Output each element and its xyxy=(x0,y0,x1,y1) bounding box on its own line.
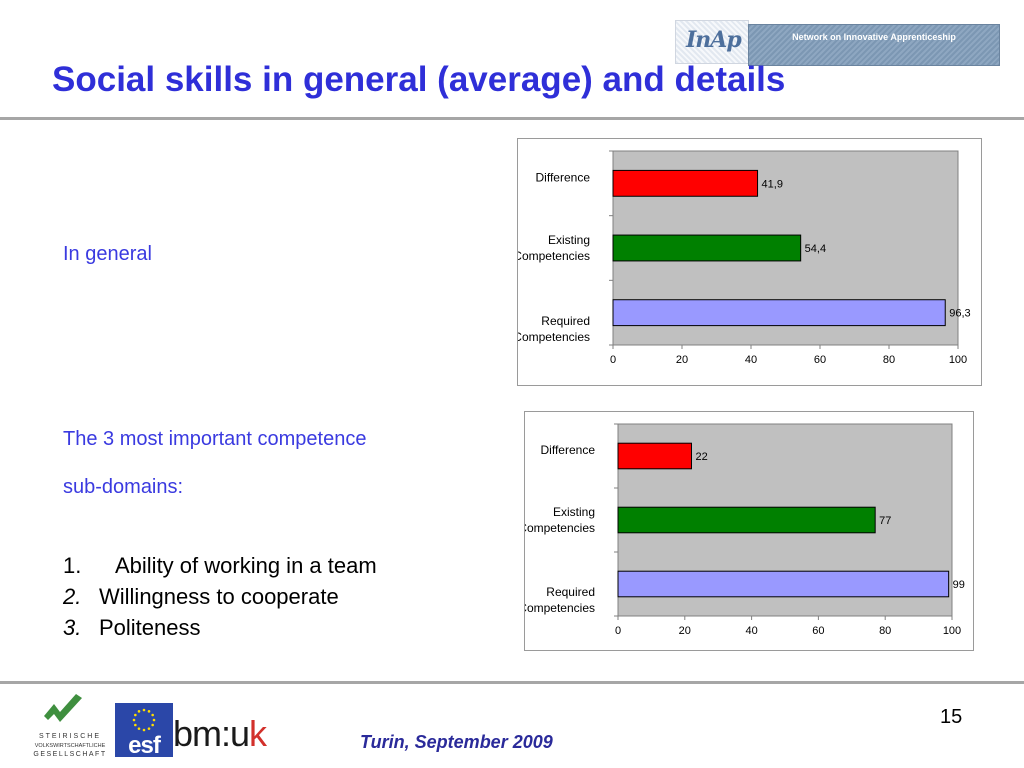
competence-intro-line1: The 3 most important competence xyxy=(63,428,367,450)
competence-list: 1. Ability of working in a team 2. Willi… xyxy=(63,550,377,643)
bar-difference xyxy=(612,169,759,197)
bar-required-competencies xyxy=(612,299,946,327)
bar-value-label: 96,3 xyxy=(949,308,970,320)
list-item: 2. Willingness to cooperate xyxy=(63,581,377,612)
general-competencies-chart: 41,9 Difference 54,4 Existing Competencies 96… xyxy=(517,138,982,386)
bar-difference xyxy=(617,442,692,470)
x-tick-label: 80 xyxy=(879,625,891,637)
x-tick-label: 20 xyxy=(679,625,691,637)
category-label-line: Competencies xyxy=(518,249,590,263)
bar-value-label: 77 xyxy=(879,515,891,527)
in-general-label: In general xyxy=(63,243,152,265)
slide-title: Social skills in general (average) and d… xyxy=(52,60,786,99)
category-label: Difference xyxy=(536,170,591,184)
list-item-text: Politeness xyxy=(99,615,201,640)
checkmark-logo-shape xyxy=(44,694,82,722)
inap-logo: InAp xyxy=(675,20,749,64)
bmuk-logo-text-k: k xyxy=(249,713,267,754)
category-label: Existing Competencies xyxy=(518,233,590,263)
x-tick-label: 40 xyxy=(745,625,757,637)
bmuk-logo-text-main: bm:u xyxy=(173,713,250,754)
inap-network-banner: Network on Innovative Apprenticeship xyxy=(748,24,1000,66)
inap-banner-text: Network on Innovative Apprenticeship xyxy=(792,32,956,42)
x-tick-label: 20 xyxy=(676,354,688,366)
category-label-line: Competencies xyxy=(518,330,590,344)
list-item-number: 1. xyxy=(63,553,82,578)
bar-required-competencies xyxy=(617,570,950,598)
competence-intro-line2: sub-domains: xyxy=(63,476,184,498)
x-tick-label: 0 xyxy=(615,625,621,637)
category-label-line: Existing xyxy=(553,505,595,519)
page-number: 15 xyxy=(940,706,963,728)
list-item-number: 2. xyxy=(63,584,82,609)
subdomain-competencies-chart: 22 Difference 77 Existing Competencies 99 Requ… xyxy=(524,411,974,651)
logo-line-3: GESELLSCHAFT xyxy=(33,751,106,758)
x-tick-label: 0 xyxy=(610,354,616,366)
category-label-line: Required xyxy=(541,314,590,328)
x-tick-label: 40 xyxy=(745,354,757,366)
x-tick-label: 80 xyxy=(883,354,895,366)
bmuk-logo: bm:uk xyxy=(173,713,267,755)
bar-value-label: 99 xyxy=(953,579,965,591)
list-item-number: 3. xyxy=(63,615,82,640)
footer-divider xyxy=(0,681,1024,684)
bar-value-label: 22 xyxy=(695,451,707,463)
category-label-line: Existing xyxy=(548,233,590,247)
general-competencies-chart-svg: 41,9 Difference 54,4 Existing Competencies 96… xyxy=(518,150,971,366)
category-label: Required Competencies xyxy=(525,585,595,615)
list-item: 1. Ability of working in a team xyxy=(63,550,377,581)
bar-existing-competencies xyxy=(617,506,876,534)
esf-logo: esf xyxy=(115,735,173,757)
x-tick-label: 60 xyxy=(812,625,824,637)
logo-line-2: VOLKSWIRTSCHAFTLICHE xyxy=(35,743,106,749)
category-label-line: Required xyxy=(546,585,595,599)
footer-date: Turin, September 2009 xyxy=(360,732,553,752)
category-label: Required Competencies xyxy=(518,314,590,344)
steirische-volkswirtschaftliche-gesellschaft-logo: STEIRISCHE VOLKSWIRTSCHAFTLICHE GESELLSC… xyxy=(33,694,106,758)
inap-logo-text: InAp xyxy=(686,27,742,53)
list-item-text: Ability of working in a team xyxy=(115,553,377,578)
bar-value-label: 54,4 xyxy=(805,243,826,255)
category-label: Difference xyxy=(541,443,596,457)
bar-existing-competencies xyxy=(612,234,802,262)
logo-line-1: STEIRISCHE xyxy=(39,733,101,740)
x-tick-label: 100 xyxy=(943,625,961,637)
title-divider xyxy=(0,117,1024,120)
category-label-line: Difference xyxy=(541,443,596,457)
subdomain-competencies-chart-svg: 22 Difference 77 Existing Competencies 99 Requ… xyxy=(525,423,965,637)
x-tick-label: 60 xyxy=(814,354,826,366)
list-item-text: Willingness to cooperate xyxy=(99,584,339,609)
category-label-line: Competencies xyxy=(525,601,595,615)
category-label-line: Difference xyxy=(536,170,591,184)
list-item: 3. Politeness xyxy=(63,612,377,643)
x-tick-label: 100 xyxy=(949,354,967,366)
category-label: Existing Competencies xyxy=(525,505,595,535)
bar-value-label: 41,9 xyxy=(762,178,783,190)
category-label-line: Competencies xyxy=(525,521,595,535)
